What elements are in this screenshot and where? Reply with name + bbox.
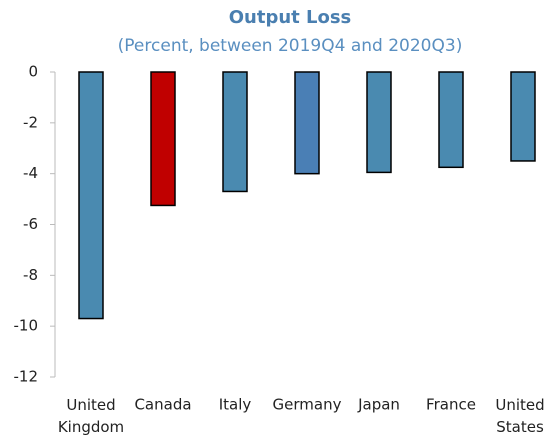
y-tick-label: -2 (23, 113, 38, 131)
x-tick-label: United Kingdom (58, 396, 124, 436)
bar (150, 71, 176, 207)
x-tick-label: Germany (273, 396, 342, 414)
x-tick-label: United States (495, 396, 544, 436)
x-tick-label: France (426, 396, 476, 414)
y-tick-label: 0 (28, 63, 38, 81)
x-tick-label: Italy (219, 396, 252, 414)
y-tick-label: -12 (14, 368, 39, 386)
chart-title: Output Loss (229, 7, 352, 28)
y-tick-label: -6 (23, 215, 38, 233)
chart-subtitle: (Percent, between 2019Q4 and 2020Q3) (118, 36, 463, 56)
y-tick-label: -4 (23, 164, 38, 182)
y-tick-label: -10 (14, 317, 39, 335)
x-tick-label: Japan (357, 396, 400, 414)
bar (438, 71, 464, 169)
bar (78, 71, 104, 320)
bar (294, 71, 320, 175)
bar (366, 71, 392, 174)
bar (222, 71, 248, 193)
bar (510, 71, 536, 162)
y-tick-label: -8 (23, 266, 38, 284)
x-tick-label: Canada (134, 396, 191, 414)
